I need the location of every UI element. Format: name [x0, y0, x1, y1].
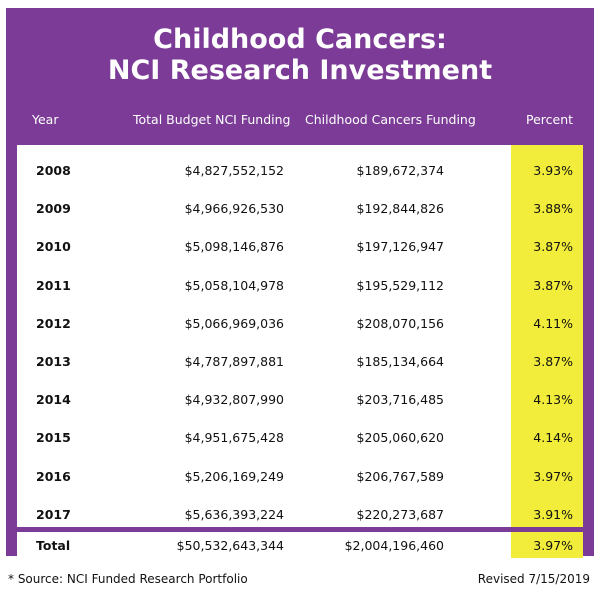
percent-total: 3.97%	[533, 538, 573, 553]
childhood-funding-cell: $195,529,112	[356, 277, 444, 293]
childhood-funding-cell: $203,716,485	[356, 392, 444, 408]
year-cell: 2010	[36, 239, 71, 255]
percent-cell: 3.87%	[533, 239, 573, 255]
table-row: 2012 $5,066,969,036 $208,070,156 4.11%	[17, 304, 583, 342]
total-budget-cell: $5,058,104,978	[184, 277, 284, 293]
percent-cell: 3.87%	[533, 354, 573, 369]
year-cell: 2011	[36, 277, 71, 293]
percent-cell: 3.93%	[533, 163, 573, 178]
table-total: Total $50,532,643,344 $2,004,196,460 3.9…	[17, 532, 583, 558]
total-budget-cell: $5,098,146,876	[184, 239, 284, 255]
total-budget-sum: $50,532,643,344	[176, 538, 284, 553]
table-row: 2010 $5,098,146,876 $197,126,947 3.87%	[17, 227, 583, 265]
year-cell: 2015	[36, 430, 71, 446]
year-cell: 2017	[36, 506, 71, 522]
table-row: 2014 $4,932,807,990 $203,716,485 4.13%	[17, 380, 583, 418]
year-cell: 2008	[36, 163, 71, 178]
total-budget-cell: $4,932,807,990	[184, 392, 284, 408]
total-row: Total $50,532,643,344 $2,004,196,460 3.9…	[17, 532, 583, 558]
percent-cell: 4.13%	[533, 392, 573, 408]
childhood-funding-cell: $220,273,687	[356, 506, 444, 522]
column-header-year: Year	[32, 112, 59, 127]
total-budget-cell: $5,066,969,036	[184, 315, 284, 331]
percent-cell: 3.87%	[533, 277, 573, 293]
childhood-funding-cell: $205,060,620	[356, 430, 444, 446]
table-frame: Childhood Cancers: NCI Research Investme…	[6, 8, 594, 558]
childhood-funding-sum: $2,004,196,460	[344, 538, 444, 553]
year-cell: 2014	[36, 392, 71, 408]
percent-cell: 3.91%	[533, 506, 573, 522]
year-cell: 2012	[36, 315, 71, 331]
table-row: 2017 $5,636,393,224 $220,273,687 3.91%	[17, 495, 583, 533]
column-header-total-budget: Total Budget NCI Funding	[133, 112, 291, 127]
table-row: 2008 $4,827,552,152 $189,672,374 3.93%	[17, 151, 583, 189]
percent-highlight-total	[511, 532, 583, 558]
percent-highlight-column	[511, 145, 583, 527]
total-budget-cell: $4,951,675,428	[184, 430, 284, 446]
total-budget-cell: $4,827,552,152	[184, 163, 284, 178]
childhood-funding-cell: $197,126,947	[356, 239, 444, 255]
childhood-funding-cell: $192,844,826	[356, 201, 444, 217]
title-line-1: Childhood Cancers:	[153, 24, 447, 55]
childhood-funding-cell: $206,767,589	[356, 468, 444, 484]
percent-cell: 4.14%	[533, 430, 573, 446]
percent-cell: 3.88%	[533, 201, 573, 217]
table-row: 2013 $4,787,897,881 $185,134,664 3.87%	[17, 342, 583, 380]
year-cell: 2013	[36, 354, 71, 369]
total-label: Total	[36, 538, 71, 553]
title-line-2: NCI Research Investment	[107, 55, 493, 86]
table-header: Year Total Budget NCI Funding Childhood …	[6, 108, 594, 130]
year-cell: 2009	[36, 201, 71, 217]
table-row: 2016 $5,206,169,249 $206,767,589 3.97%	[17, 457, 583, 495]
table-body: 2008 $4,827,552,152 $189,672,374 3.93% 2009 $…	[17, 145, 583, 527]
year-cell: 2016	[36, 468, 71, 484]
table-row: 2011 $5,058,104,978 $195,529,112 3.87%	[17, 266, 583, 304]
table-row: 2009 $4,966,926,530 $192,844,826 3.88%	[17, 189, 583, 227]
childhood-funding-cell: $185,134,664	[356, 354, 444, 369]
childhood-funding-cell: $208,070,156	[356, 315, 444, 331]
childhood-funding-cell: $189,672,374	[356, 163, 444, 178]
total-budget-cell: $4,787,897,881	[184, 354, 284, 369]
source-note: * Source: NCI Funded Research Portfolio	[8, 572, 248, 586]
total-budget-cell: $4,966,926,530	[184, 201, 284, 217]
table-row: 2015 $4,951,675,428 $205,060,620 4.14%	[17, 418, 583, 456]
column-header-childhood-funding: Childhood Cancers Funding	[305, 112, 476, 127]
revised-date: Revised 7/15/2019	[477, 572, 590, 586]
column-header-percent: Percent	[526, 112, 574, 127]
chart-title: Childhood Cancers: NCI Research Investme…	[6, 24, 594, 86]
total-budget-cell: $5,206,169,249	[184, 468, 284, 484]
percent-cell: 3.97%	[533, 468, 573, 484]
total-budget-cell: $5,636,393,224	[184, 506, 284, 522]
percent-cell: 4.11%	[533, 315, 573, 331]
